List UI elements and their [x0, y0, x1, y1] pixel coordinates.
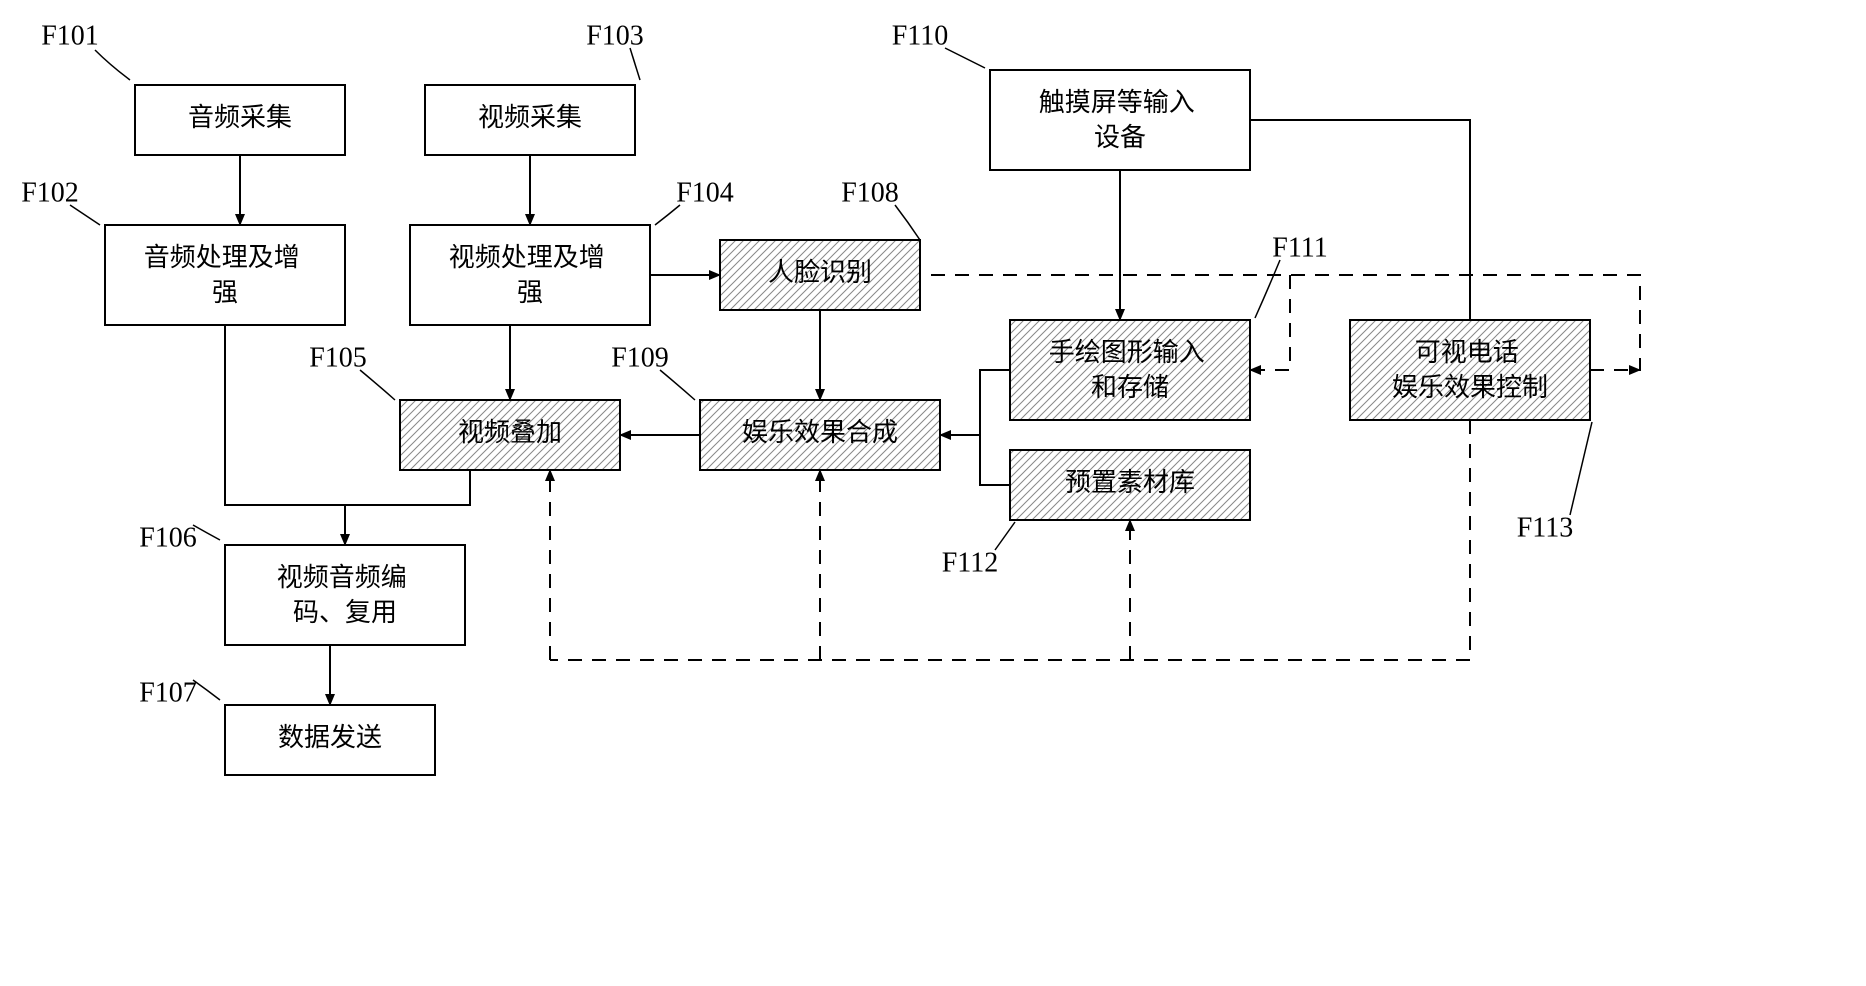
- ref-f108: F108: [841, 177, 899, 208]
- node-f108: 人脸识别: [720, 240, 920, 310]
- node-f101: 音频采集: [135, 85, 345, 155]
- node-f109: 娱乐效果合成: [700, 400, 940, 470]
- ref-f103: F103: [586, 20, 644, 51]
- label-f112: 预置素材库: [1065, 468, 1195, 497]
- edge-f112-join: [980, 435, 1010, 485]
- node-f103: 视频采集: [425, 85, 635, 155]
- node-f105: 视频叠加: [400, 400, 620, 470]
- ref-f101: F101: [41, 20, 99, 51]
- node-f113: 可视电话 娱乐效果控制: [1350, 320, 1590, 420]
- label-f101: 音频采集: [188, 103, 292, 132]
- label-f107: 数据发送: [278, 723, 382, 752]
- edge-f111-join: [980, 370, 1010, 435]
- label-f105: 视频叠加: [458, 418, 562, 447]
- label-f109: 娱乐效果合成: [742, 418, 898, 447]
- ref-f109: F109: [611, 342, 669, 373]
- node-f106: 视频音频编 码、复用: [225, 545, 465, 645]
- ref-f106: F106: [139, 522, 197, 553]
- edge-f105-down: [345, 470, 470, 505]
- node-f104: 视频处理及增 强: [410, 225, 650, 325]
- ref-f111: F111: [1272, 232, 1328, 263]
- ref-f107: F107: [139, 677, 197, 708]
- ctrl-f111: [1250, 275, 1290, 370]
- ref-f110: F110: [892, 20, 949, 51]
- ref-f104: F104: [676, 177, 734, 208]
- node-f112: 预置素材库: [1010, 450, 1250, 520]
- flowchart: 音频采集 视频采集 触摸屏等输入 设备 音频处理及增 强 视频处理及增 强 人脸…: [0, 0, 1866, 986]
- node-f111: 手绘图形输入 和存储: [1010, 320, 1250, 420]
- ref-f113: F113: [1517, 512, 1574, 543]
- ref-f112: F112: [942, 547, 999, 578]
- ref-f102: F102: [21, 177, 79, 208]
- ref-f105: F105: [309, 342, 367, 373]
- label-f103: 视频采集: [478, 103, 582, 132]
- node-f102: 音频处理及增 强: [105, 225, 345, 325]
- edge-f110-right: [1250, 120, 1470, 320]
- node-f110: 触摸屏等输入 设备: [990, 70, 1250, 170]
- label-f108: 人脸识别: [768, 258, 872, 287]
- node-f107: 数据发送: [225, 705, 435, 775]
